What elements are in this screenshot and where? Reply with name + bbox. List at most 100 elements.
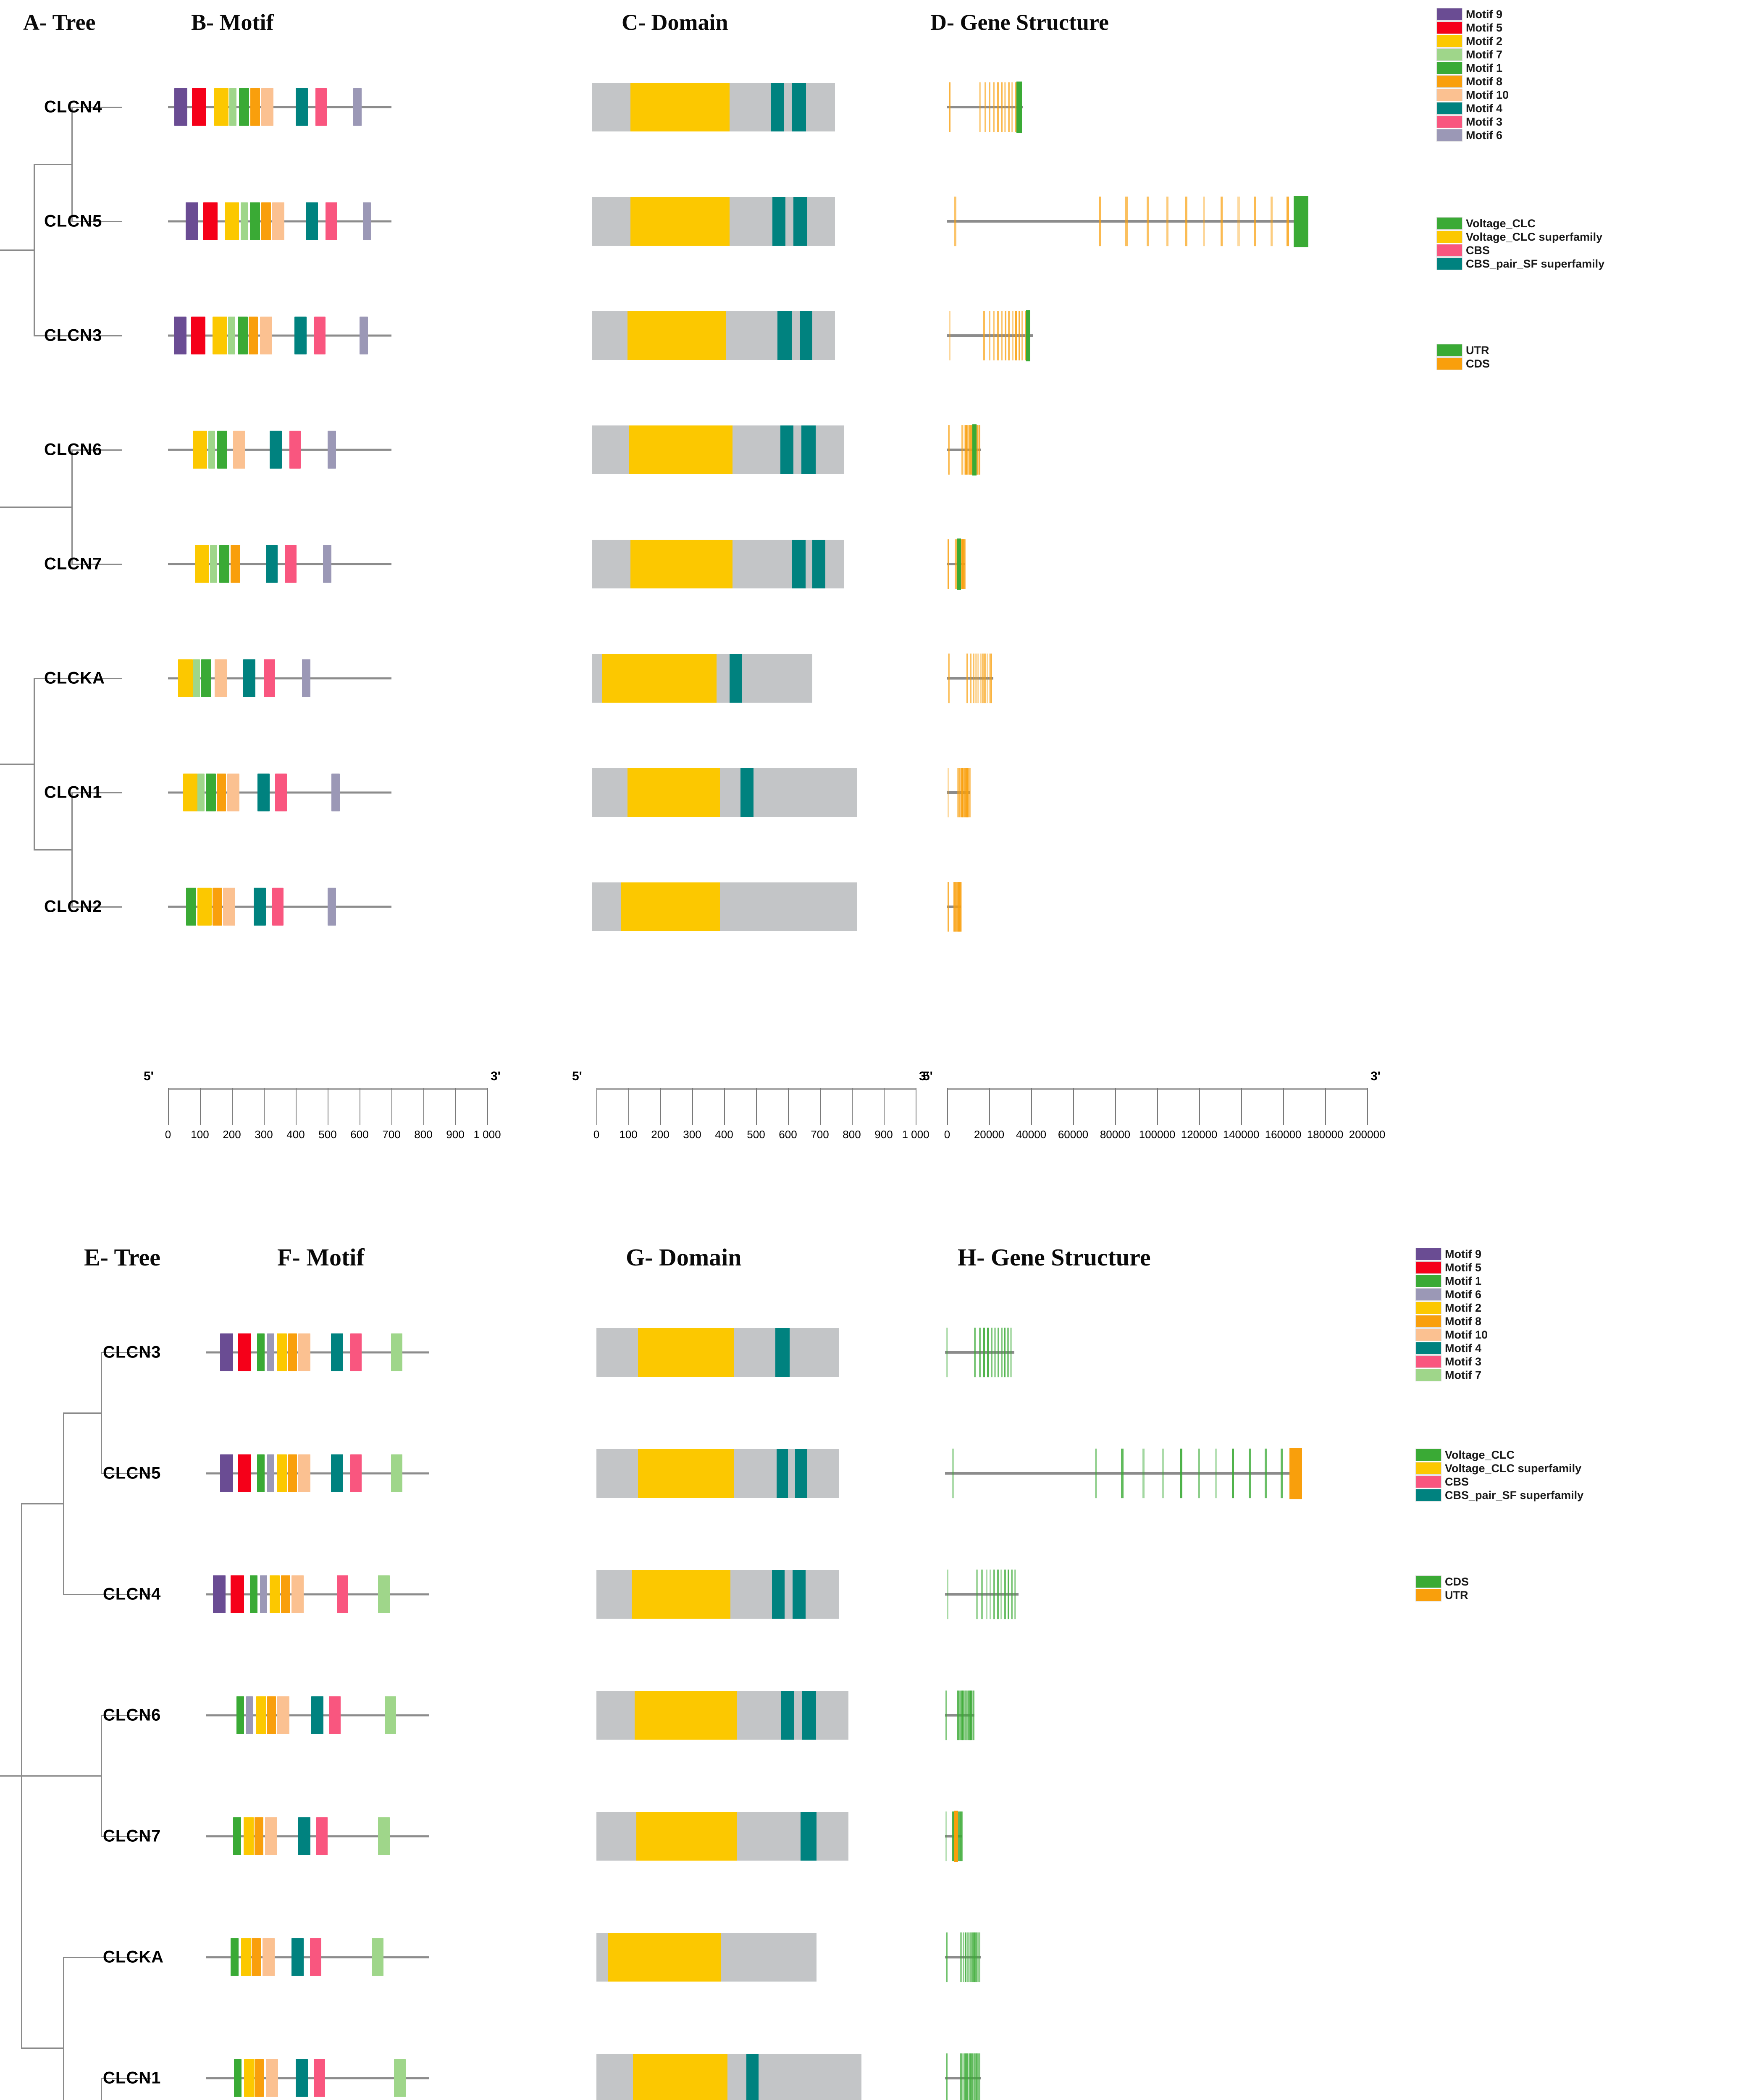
motif-block-3 [315,88,327,126]
legend-swatch-icon [1415,1328,1441,1341]
tree-branch [34,849,71,850]
ruler-protein-top: 5' 3' 0 100 200 300 400 500 600 700 800 900 1 000 [168,1088,487,1155]
ruler-tick [487,1088,488,1125]
figure-section-bottom: E- Tree F- Motif G- Domain H- Gene Struc… [0,1189,1746,2100]
motif-block-8 [249,317,258,354]
domain-segment [795,1449,807,1498]
domain-track-clcn7 [596,1812,848,1861]
legend-swatch-icon [1436,244,1462,257]
cds-exon [948,425,950,475]
motif-block-6 [302,659,310,697]
ruler-tick-label: 600 [779,1128,797,1141]
legend-item-bot-motif-8: Motif 3 [1415,1355,1488,1368]
tree-tip-label-clcka: CLCKA [44,669,105,688]
motif-block-10 [223,888,235,926]
cds-exon [970,654,971,703]
tree-tip-label-clcn6: CLCN6 [44,441,102,459]
motif-block-6 [267,1334,274,1371]
motif-block-7 [372,1938,383,1976]
tree-tip-label-clcn2: CLCN2 [44,898,102,916]
tree-tip-label-clcn4: CLCN4 [44,98,102,117]
cds-exon [1007,1328,1009,1377]
cds-exon [994,1328,996,1377]
ruler-tick [264,1088,265,1125]
ruler-label-5prime: 5' [572,1069,582,1084]
gene-row-clcn4 [945,1567,1019,1621]
cds-exon [948,654,950,703]
cds-exon [1008,1570,1009,1619]
ruler-tick-label: 900 [446,1128,464,1141]
cds-exon [960,1932,962,1982]
motif-block-2 [197,888,212,926]
ruler-tick-label: 120000 [1181,1128,1218,1141]
motif-block-3 [337,1575,348,1613]
motif-block-6 [353,88,362,126]
cds-exon [983,311,985,360]
legend-label: Motif 6 [1445,1288,1481,1301]
cds-exon [947,1570,948,1619]
motif-block-2 [241,1938,251,1976]
cds-exon [997,311,999,360]
motif-block-2 [244,2059,254,2097]
cds-exon [1001,311,1003,360]
cds-exon [1221,197,1223,246]
ruler-tick [200,1088,201,1125]
legend-label: Voltage_CLC superfamily [1466,231,1602,244]
motif-block-4 [266,545,278,583]
ruler-tick-label: 0 [944,1128,950,1141]
cds-exon [983,1328,985,1377]
domain-segment [801,1812,817,1861]
legend-swatch-icon [1436,8,1462,21]
motif-block-7 [378,1575,389,1613]
motif-block-7 [228,317,235,354]
cds-exon [973,1690,974,1740]
ruler-tick-label: 800 [843,1128,861,1141]
motif-block-1 [201,659,211,697]
ruler-label-3prime: 3' [1371,1069,1381,1084]
tree-node [101,2078,102,2100]
motif-block-2 [225,202,239,240]
motif-row-clcn3 [168,311,487,360]
domain-segment [740,768,753,817]
ruler-tick-label: 400 [286,1128,305,1141]
legend-item-top-motif-5: Motif 8 [1436,75,1509,88]
legend-item-top-gene-1: CDS [1436,357,1490,370]
tree-node [71,450,73,564]
ruler-tick-label: 1 000 [902,1128,929,1141]
cds-exon [1215,1449,1217,1498]
tree-tip-label-clcn4: CLCN4 [103,1585,161,1604]
legend-swatch-icon [1436,48,1462,61]
legend-swatch-icon [1415,1462,1441,1475]
legend-item-top-motif-2: Motif 2 [1436,34,1509,48]
motif-block-5 [238,1454,251,1492]
legend-swatch-icon [1436,102,1462,115]
cds-exon [975,654,977,703]
motif-block-1 [257,1454,265,1492]
motif-block-4 [296,2059,308,2097]
domain-segment [635,1691,737,1740]
ruler-tick [596,1088,597,1125]
ruler-tick-label: 300 [255,1128,273,1141]
cds-exon [1232,1449,1234,1498]
ruler-tick-label: 700 [382,1128,400,1141]
ruler-tick [168,1088,169,1125]
motif-block-6 [328,888,336,926]
legend-item-bot-motif-9: Motif 7 [1415,1368,1488,1382]
legend-item-bot-motif-0: Motif 9 [1415,1247,1488,1261]
legend-label: UTR [1445,1589,1468,1602]
cds-exon [989,654,990,703]
utr-block [1026,310,1030,361]
motif-block-1 [238,317,248,354]
legend-item-bot-motif-4: Motif 2 [1415,1301,1488,1315]
domain-track-clcn7 [592,540,844,588]
motif-block-6 [323,545,331,583]
motif-block-8 [213,888,222,926]
legend-item-top-motif-8: Motif 3 [1436,115,1509,129]
ruler-tick-label: 160000 [1265,1128,1302,1141]
motif-block-1 [231,1938,238,1976]
motif-block-3 [285,545,296,583]
motif-block-2 [178,659,192,697]
domain-track-clcn6 [592,425,844,474]
legend-swatch-icon [1436,257,1462,270]
cds-exon [960,2053,962,2100]
